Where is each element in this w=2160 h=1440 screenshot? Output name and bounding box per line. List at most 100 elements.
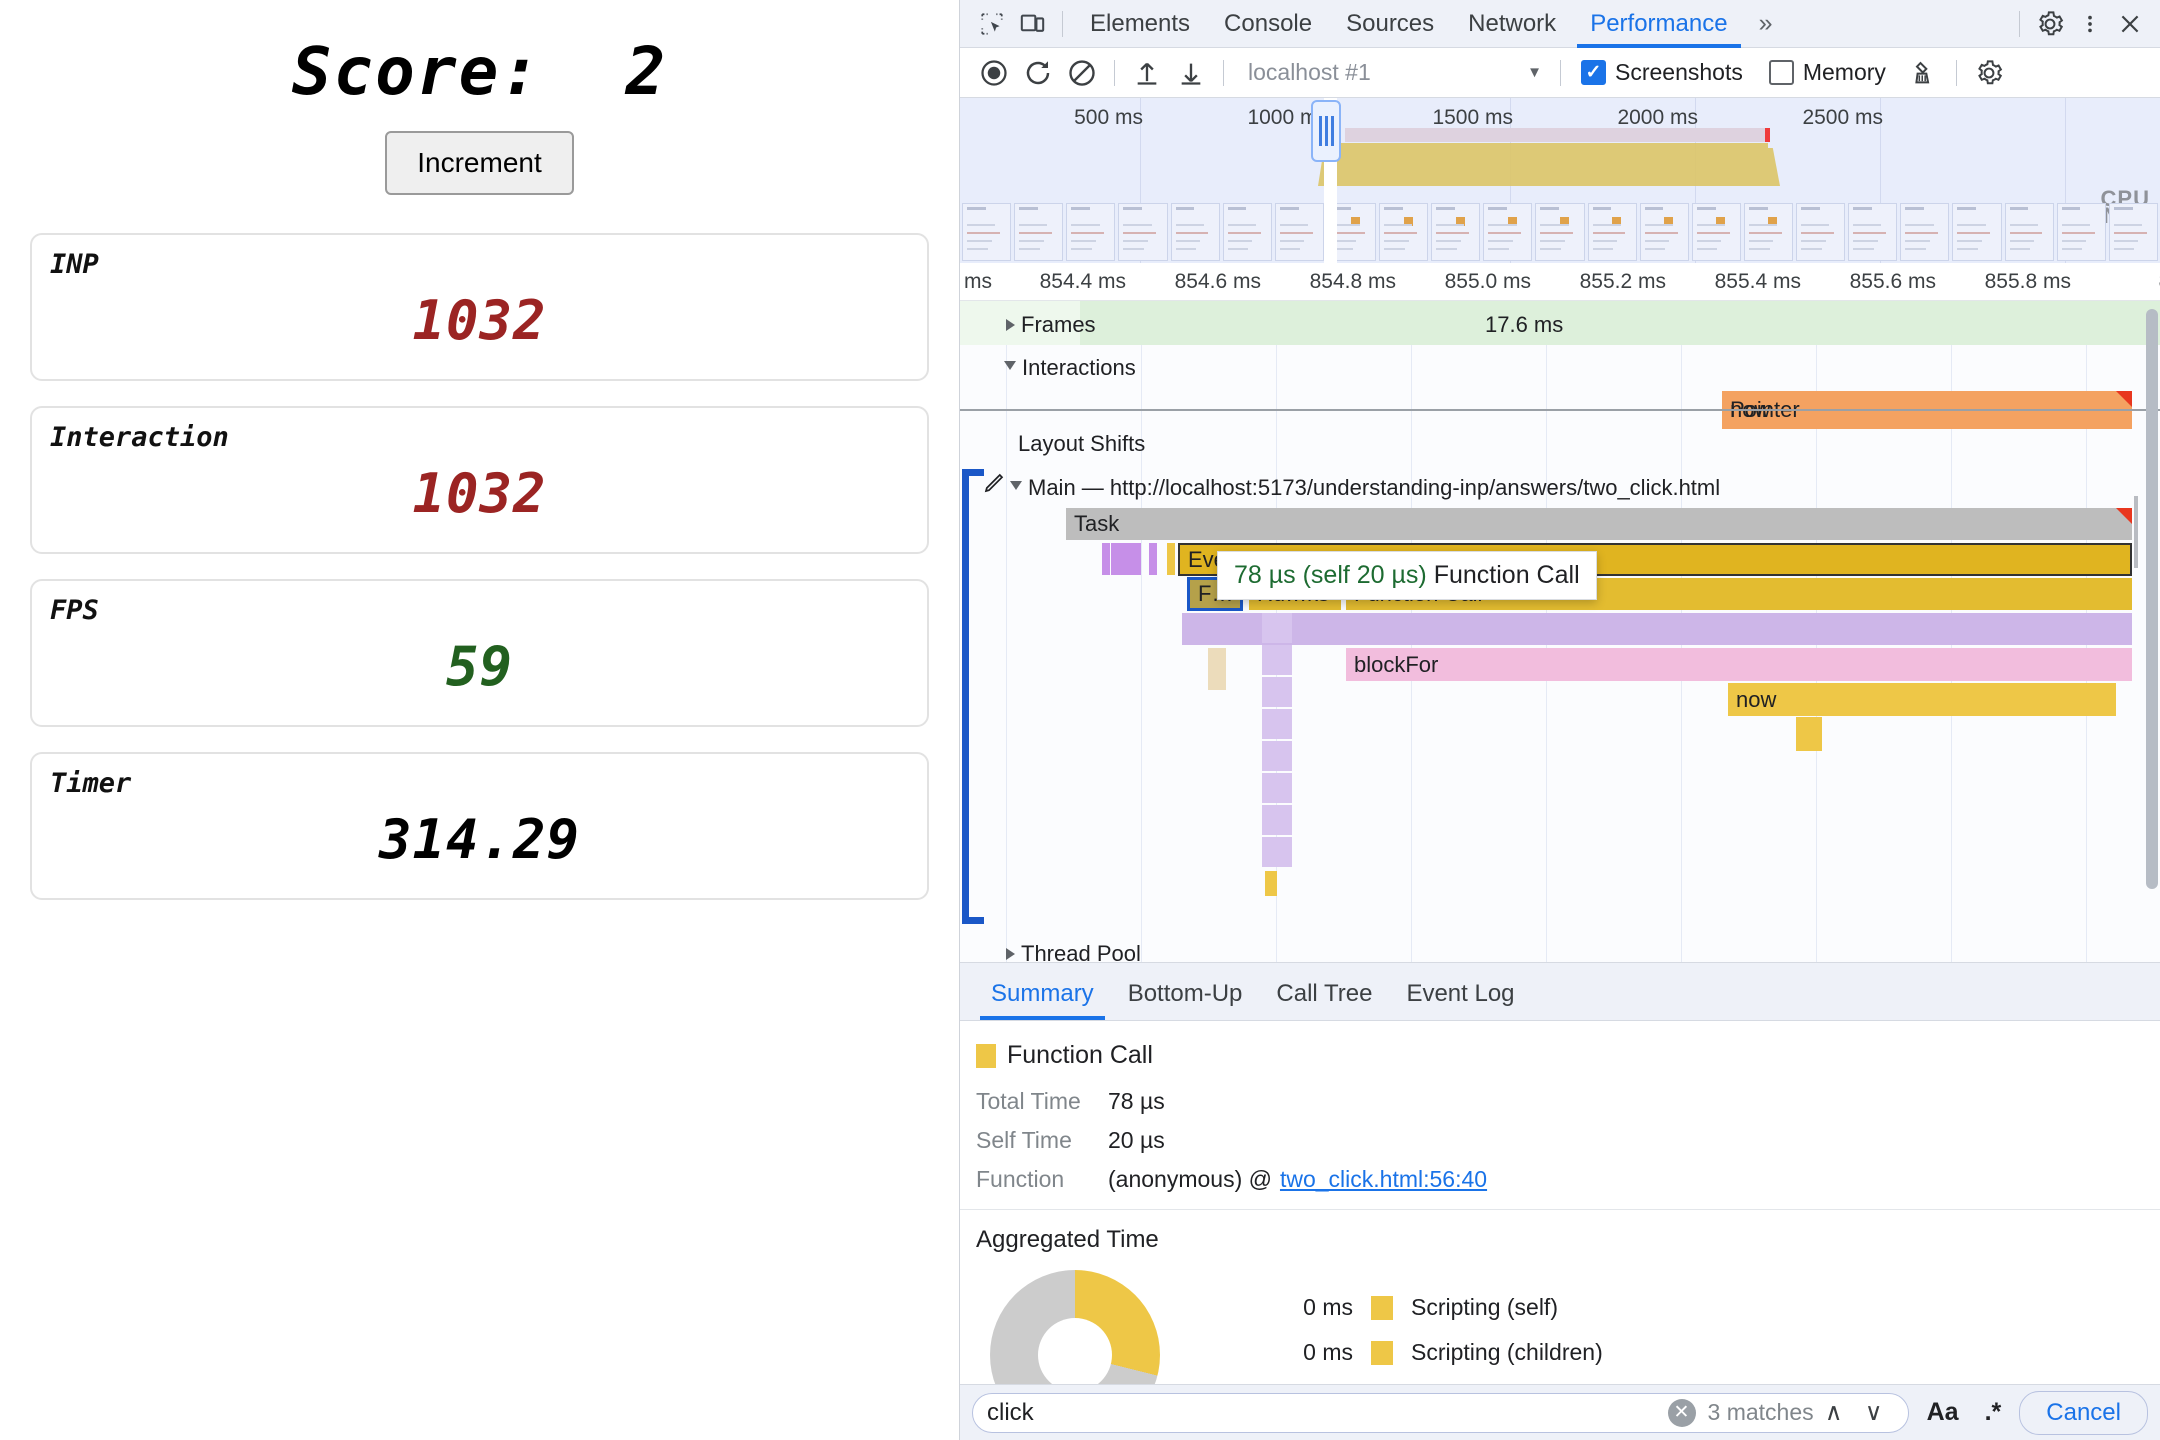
flame-bar-small[interactable] <box>1167 543 1175 575</box>
close-icon[interactable] <box>2110 5 2150 43</box>
search-next-icon[interactable]: ∨ <box>1864 1399 1883 1426</box>
toolbar-divider <box>1062 10 1063 37</box>
tab-network[interactable]: Network <box>1468 9 1557 37</box>
flame-bar-cream[interactable] <box>1208 648 1226 690</box>
flame-bar-task[interactable]: Task <box>1066 508 2132 540</box>
filmstrip-frame[interactable] <box>2004 203 2054 261</box>
device-toolbar-icon[interactable] <box>1012 5 1052 43</box>
toolbar-divider <box>1955 59 1957 86</box>
flame-bar-small[interactable] <box>1111 543 1141 575</box>
flamechart-scrollbar[interactable] <box>2146 309 2158 889</box>
summary-row-total-time: Total Time 78 µs <box>976 1088 2144 1115</box>
flame-bar-stack[interactable] <box>1262 805 1292 835</box>
filmstrip-frame[interactable] <box>1274 203 1324 261</box>
toolbar-divider <box>2019 10 2020 37</box>
frames-track[interactable] <box>960 301 2160 345</box>
tab-elements[interactable]: Elements <box>1090 9 1191 37</box>
tab-summary[interactable]: Summary <box>974 980 1111 1020</box>
filmstrip-frame[interactable] <box>1952 203 2002 261</box>
flame-bar-layer-purple[interactable] <box>1182 613 2132 645</box>
clear-search-icon[interactable]: ✕ <box>1667 1398 1696 1427</box>
flame-bar-now[interactable]: now <box>1728 683 2116 716</box>
flame-bar-now-child[interactable] <box>1796 717 1822 751</box>
inspect-element-icon[interactable] <box>972 5 1012 43</box>
tab-performance[interactable]: Performance <box>1573 0 1744 48</box>
tab-event-log[interactable]: Event Log <box>1406 980 1515 1007</box>
tab-call-tree[interactable]: Call Tree <box>1276 980 1373 1007</box>
layout-shifts-label: Layout Shifts <box>1018 431 1146 456</box>
cancel-search-button[interactable]: Cancel <box>2019 1390 2148 1435</box>
search-prev-icon[interactable]: ∧ <box>1824 1399 1843 1426</box>
flamechart[interactable]: Frames 17.6 ms Interactions now Pointer … <box>960 301 2160 962</box>
flame-bar-stack[interactable] <box>1262 677 1292 707</box>
profile-select[interactable]: localhost #1 ▼ <box>1240 56 1550 90</box>
filmstrip-frame[interactable] <box>1170 203 1220 261</box>
toolbar-divider <box>1560 59 1561 86</box>
more-options-icon[interactable] <box>2070 5 2110 43</box>
flamechart-ruler: ms 854.4 ms 854.6 ms 854.8 ms 855.0 ms 8… <box>960 263 2160 301</box>
tab-bottom-up[interactable]: Bottom-Up <box>1127 980 1243 1007</box>
filmstrip-frame[interactable] <box>1743 203 1793 261</box>
filmstrip-frame[interactable] <box>1900 203 1950 261</box>
overview-window-handle[interactable] <box>1311 100 1341 162</box>
screenshots-checkbox[interactable]: Screenshots <box>1581 59 1759 86</box>
filmstrip-frame[interactable] <box>1796 203 1846 261</box>
long-interaction-warning-icon <box>2116 391 2132 407</box>
reload-record-icon[interactable] <box>1016 53 1060 93</box>
filmstrip-frame[interactable] <box>1691 203 1741 261</box>
filmstrip-frame[interactable] <box>1379 203 1429 261</box>
flame-bar-small[interactable] <box>1149 543 1157 575</box>
filmstrip-frame[interactable] <box>1222 203 1272 261</box>
filmstrip-frame[interactable] <box>2056 203 2106 261</box>
layout-shifts-track-label[interactable]: Layout Shifts <box>1018 431 1145 457</box>
thread-pool-track-label[interactable]: Thread Pool <box>1006 941 1141 962</box>
regex-toggle[interactable]: .* <box>1984 1398 2002 1426</box>
filmstrip-frame[interactable] <box>1483 203 1533 261</box>
interactions-track-label[interactable]: Interactions <box>1004 355 1136 381</box>
gear-icon[interactable] <box>2030 5 2070 43</box>
filmstrip-frame[interactable] <box>1848 203 1898 261</box>
flame-bar-stack[interactable] <box>1262 773 1292 803</box>
timeline-overview[interactable]: 500 ms 1000 ms 1500 ms 2000 ms 2500 ms C… <box>960 98 2160 263</box>
upload-profile-icon[interactable] <box>1125 53 1169 93</box>
flame-bar-stack[interactable] <box>1262 645 1292 675</box>
row-value: 20 µs <box>1108 1127 1165 1153</box>
filmstrip-frame[interactable] <box>1118 203 1168 261</box>
download-profile-icon[interactable] <box>1169 53 1213 93</box>
memory-checkbox[interactable]: Memory <box>1768 59 1902 86</box>
ruler-tick: 854.4 ms <box>1039 270 1126 293</box>
filmstrip-frame[interactable] <box>1639 203 1689 261</box>
flame-bar-stack[interactable] <box>1262 709 1292 739</box>
filmstrip-frame[interactable] <box>2108 203 2158 261</box>
row-key: Function <box>976 1166 1065 1192</box>
flame-bar-stack[interactable] <box>1262 741 1292 771</box>
search-input[interactable] <box>987 1398 1668 1427</box>
filmstrip-frame[interactable] <box>1587 203 1637 261</box>
filmstrip-frame[interactable] <box>962 203 1012 261</box>
clear-icon[interactable] <box>1060 53 1104 93</box>
increment-button[interactable]: Increment <box>385 130 574 195</box>
flame-bar-stack-tip[interactable] <box>1265 871 1277 896</box>
flame-bar-blockfor[interactable]: blockFor <box>1346 648 2132 681</box>
match-case-toggle[interactable]: Aa <box>1926 1398 1959 1426</box>
cpu-activity-rise <box>1318 148 1328 186</box>
more-tabs-icon[interactable]: » <box>1758 9 1773 37</box>
flame-bar-small[interactable] <box>1102 543 1110 575</box>
frames-track-label[interactable]: Frames <box>1006 312 1096 338</box>
source-location-link[interactable]: two_click.html:56:40 <box>1279 1166 1488 1192</box>
flame-bar-stack[interactable] <box>1262 837 1292 867</box>
tab-console[interactable]: Console <box>1224 9 1313 37</box>
main-track-label[interactable]: Main — http://localhost:5173/understandi… <box>1010 475 1720 501</box>
capture-settings-gear-icon[interactable] <box>1967 53 2011 93</box>
flame-bar-stack[interactable] <box>1262 613 1292 643</box>
filmstrip-frame[interactable] <box>1014 203 1064 261</box>
record-icon[interactable] <box>972 53 1016 93</box>
filmstrip-frame[interactable] <box>1066 203 1116 261</box>
filmstrip-frame[interactable] <box>1431 203 1481 261</box>
garbage-collect-icon[interactable] <box>1902 53 1946 93</box>
edit-track-icon[interactable] <box>982 471 1006 495</box>
filmstrip-frame[interactable] <box>1535 203 1585 261</box>
search-field[interactable]: ✕ 3 matches ∧ ∨ <box>972 1392 1909 1433</box>
filmstrip[interactable] <box>960 203 2160 263</box>
tab-sources[interactable]: Sources <box>1346 9 1435 37</box>
